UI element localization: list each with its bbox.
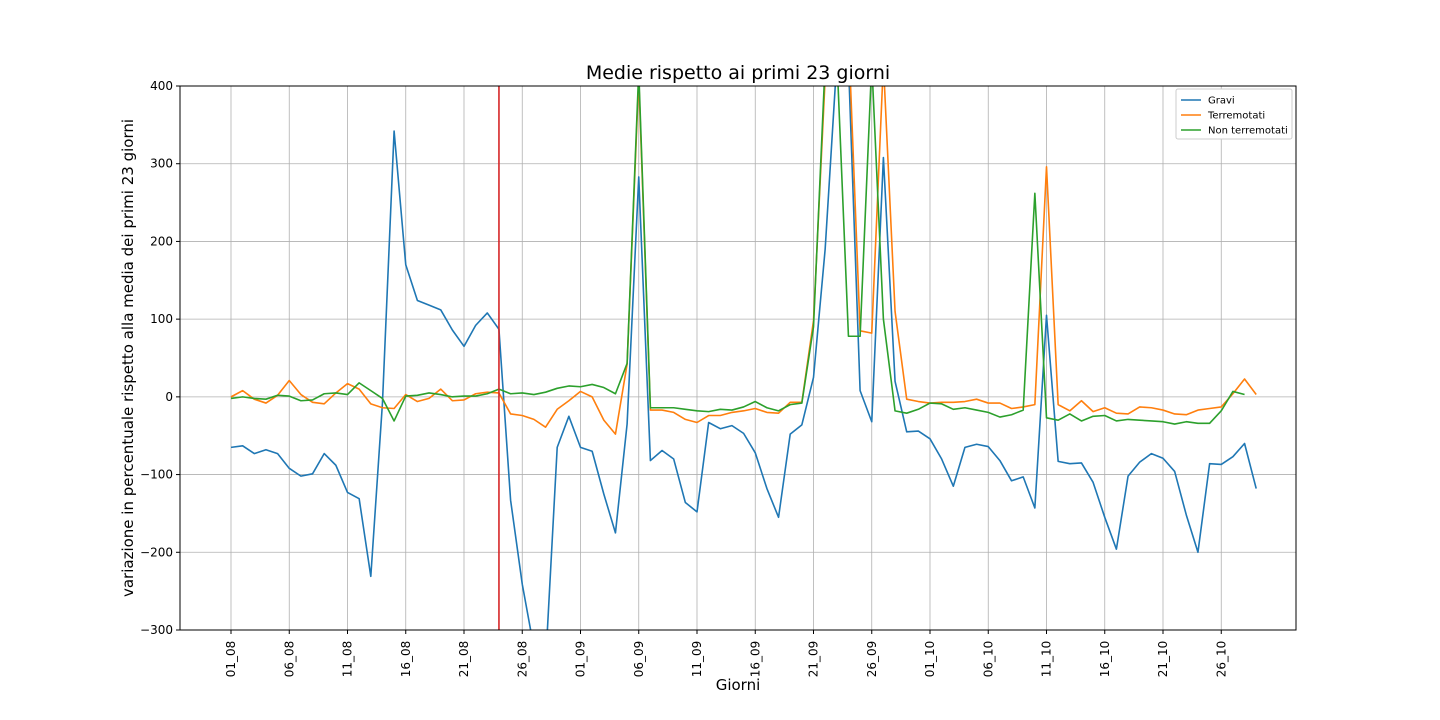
legend-box — [1175, 88, 1293, 140]
y-tick-label: 300 — [150, 157, 173, 171]
x-tick-label: 11_09 — [690, 641, 704, 678]
series-line-gravi — [230, 86, 1257, 630]
y-tick-label: 200 — [150, 234, 173, 248]
y-tick-label: −100 — [140, 468, 173, 482]
plot-area — [230, 86, 1257, 630]
y-axis: −300 −200 −100 0 100 200 300 400 — [140, 79, 180, 637]
y-tick-label: −300 — [140, 623, 173, 637]
x-tick-label: 26_09 — [865, 641, 879, 678]
legend: Gravi Terremotati Non terremotati — [1175, 88, 1293, 140]
legend-label-gravi: Gravi — [1208, 96, 1235, 107]
x-tick-label: 26_08 — [515, 641, 529, 678]
chart-title: Medie rispetto ai primi 23 giorni — [586, 62, 890, 84]
y-tick-label: 400 — [150, 79, 173, 93]
y-tick-label: −200 — [140, 545, 173, 559]
x-axis: 01_08 06_08 11_08 16_08 21_08 26_08 01_09 06_09… — [224, 630, 1228, 677]
axes-frame — [179, 85, 1297, 631]
x-tick-label: 21_10 — [1156, 641, 1170, 678]
x-tick-label: 01_08 — [224, 641, 238, 678]
x-tick-label: 16_08 — [399, 641, 413, 678]
x-tick-label: 06_08 — [282, 641, 296, 678]
series-line-terremotati — [230, 86, 1257, 435]
x-tick-label: 21_09 — [807, 641, 821, 678]
x-tick-label: 21_08 — [457, 641, 471, 678]
x-tick-label: 11_08 — [341, 641, 355, 678]
y-tick-label: 100 — [150, 312, 173, 326]
y-tick-label: 0 — [165, 390, 173, 404]
x-tick-label: 11_10 — [1040, 641, 1054, 678]
y-axis-title: variazione in percentuale rispetto alla … — [119, 119, 137, 597]
x-tick-label: 01_10 — [923, 641, 937, 678]
x-tick-label: 06_09 — [632, 641, 646, 678]
x-tick-label: 16_10 — [1098, 641, 1112, 678]
x-axis-title: Giorni — [716, 676, 761, 694]
series-line-non-terremotati — [230, 86, 1245, 425]
x-tick-label: 16_09 — [748, 641, 762, 678]
x-tick-label: 01_09 — [574, 641, 588, 678]
legend-label-non-terremotati: Non terremotati — [1208, 126, 1288, 137]
legend-label-terremotati: Terremotati — [1207, 111, 1265, 122]
x-tick-label: 26_10 — [1214, 641, 1228, 678]
x-tick-label: 06_10 — [981, 641, 995, 678]
